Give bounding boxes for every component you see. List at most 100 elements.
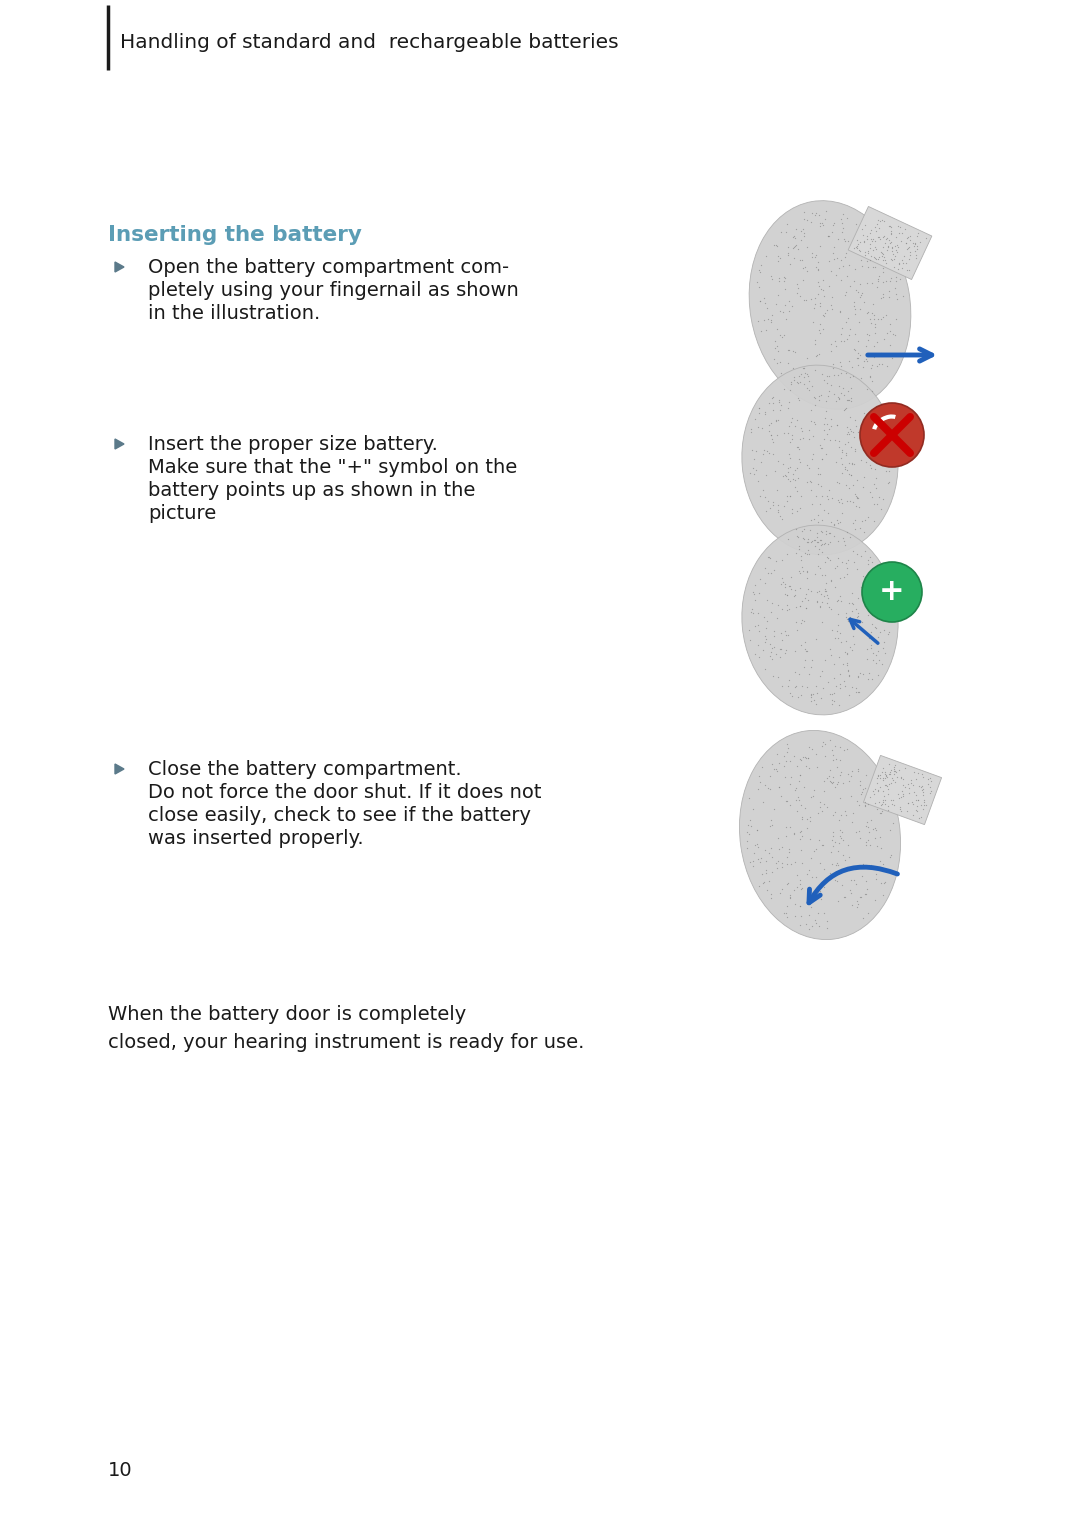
Point bbox=[811, 528, 828, 552]
Point bbox=[780, 737, 797, 761]
Point bbox=[779, 422, 796, 446]
Point bbox=[808, 693, 825, 717]
Point bbox=[886, 793, 903, 817]
Point bbox=[764, 813, 781, 837]
Point bbox=[856, 776, 874, 801]
Point bbox=[876, 231, 893, 256]
Point bbox=[847, 680, 864, 705]
Point bbox=[825, 234, 842, 259]
Point bbox=[873, 341, 890, 365]
Point bbox=[872, 437, 889, 461]
Point bbox=[859, 224, 876, 248]
Text: 10: 10 bbox=[108, 1461, 133, 1479]
Point bbox=[868, 798, 886, 822]
Point bbox=[785, 234, 802, 259]
Point bbox=[880, 342, 897, 367]
Point bbox=[894, 285, 912, 309]
Point bbox=[839, 833, 856, 857]
Point bbox=[739, 836, 756, 860]
Point bbox=[880, 285, 897, 309]
Point bbox=[752, 770, 769, 794]
Point bbox=[819, 591, 836, 615]
Point bbox=[813, 362, 831, 387]
Point bbox=[865, 245, 882, 269]
Point bbox=[807, 528, 824, 552]
Point bbox=[864, 271, 881, 295]
Point bbox=[799, 530, 816, 554]
Point bbox=[859, 323, 876, 347]
Point bbox=[782, 886, 799, 910]
Point bbox=[766, 335, 783, 359]
Point bbox=[816, 577, 834, 601]
Point bbox=[869, 779, 887, 804]
Point bbox=[815, 531, 833, 556]
Point bbox=[873, 306, 890, 330]
Point bbox=[782, 370, 799, 394]
Point bbox=[758, 438, 775, 463]
Point bbox=[813, 473, 831, 498]
Point bbox=[824, 352, 841, 376]
Point bbox=[786, 849, 804, 874]
Point bbox=[831, 566, 848, 591]
Point bbox=[850, 309, 867, 333]
Point bbox=[800, 755, 818, 779]
Point bbox=[788, 435, 806, 460]
Point bbox=[775, 764, 793, 788]
Point bbox=[794, 805, 811, 829]
Point bbox=[798, 559, 815, 583]
Point bbox=[904, 230, 921, 254]
Point bbox=[781, 390, 798, 414]
Point bbox=[840, 253, 858, 277]
Point bbox=[742, 600, 759, 624]
Point bbox=[823, 332, 840, 356]
Point bbox=[768, 851, 785, 875]
Point bbox=[837, 441, 854, 466]
Point bbox=[858, 810, 875, 834]
Point bbox=[768, 233, 785, 257]
Point bbox=[841, 274, 859, 298]
Point bbox=[829, 626, 847, 650]
Point bbox=[878, 763, 895, 787]
Point bbox=[873, 651, 890, 676]
Point bbox=[859, 349, 876, 373]
Point bbox=[814, 833, 832, 857]
Point bbox=[825, 688, 842, 712]
Point bbox=[887, 753, 904, 778]
Point bbox=[811, 202, 828, 227]
Point bbox=[865, 782, 882, 807]
Point bbox=[851, 819, 868, 843]
Point bbox=[808, 627, 825, 651]
Point bbox=[800, 379, 818, 403]
Point bbox=[807, 385, 824, 409]
Point bbox=[862, 852, 879, 877]
Point bbox=[810, 915, 827, 939]
Point bbox=[852, 781, 869, 805]
Point bbox=[777, 575, 794, 600]
Point bbox=[746, 615, 764, 639]
Point bbox=[804, 310, 821, 335]
Point bbox=[866, 615, 883, 639]
Point bbox=[744, 796, 761, 820]
Point bbox=[841, 591, 859, 615]
Point bbox=[754, 871, 771, 895]
Point bbox=[866, 215, 883, 239]
Point bbox=[849, 758, 866, 782]
Point bbox=[765, 391, 782, 416]
Point bbox=[794, 589, 811, 613]
Point bbox=[859, 301, 876, 326]
Point bbox=[875, 285, 892, 309]
Point bbox=[793, 877, 810, 901]
Point bbox=[869, 247, 887, 271]
Point bbox=[878, 353, 895, 377]
Point bbox=[793, 749, 810, 773]
Point bbox=[845, 490, 862, 514]
Point bbox=[870, 245, 888, 269]
Point bbox=[847, 872, 864, 896]
Point bbox=[809, 282, 826, 306]
Point bbox=[897, 251, 915, 275]
Point bbox=[824, 834, 841, 858]
Point bbox=[864, 594, 881, 618]
Point bbox=[775, 265, 793, 289]
Point bbox=[821, 521, 838, 545]
Point bbox=[859, 239, 876, 263]
